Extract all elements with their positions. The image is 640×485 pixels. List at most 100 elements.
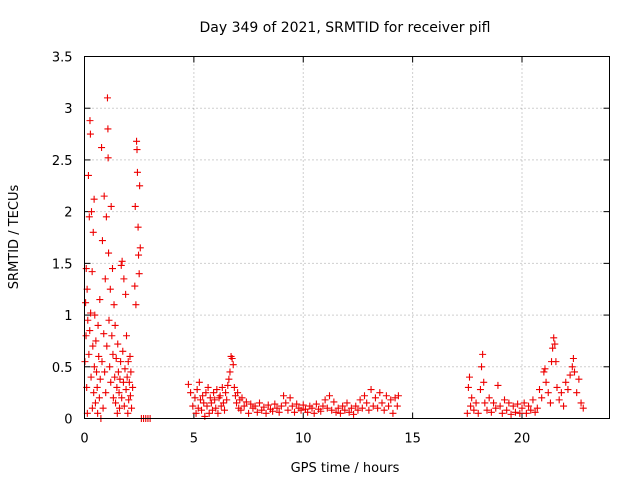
data-point	[378, 399, 386, 407]
data-point	[125, 378, 133, 386]
data-point	[211, 396, 219, 404]
data-point	[367, 386, 375, 394]
data-point	[218, 383, 226, 391]
data-point	[195, 378, 203, 386]
data-point	[189, 402, 197, 410]
y-tick-label: 3	[64, 102, 72, 117]
data-point	[187, 389, 195, 397]
data-point	[253, 408, 261, 416]
data-point	[121, 365, 129, 373]
data-point	[133, 137, 141, 145]
data-point	[94, 321, 102, 329]
data-point	[124, 358, 132, 366]
data-point	[216, 392, 224, 400]
data-point	[286, 394, 294, 402]
data-point	[229, 361, 237, 369]
data-point	[214, 409, 222, 417]
data-point	[293, 400, 301, 408]
data-point	[105, 316, 113, 324]
data-point	[226, 368, 234, 376]
data-point	[343, 399, 351, 407]
data-point	[200, 399, 208, 407]
data-point	[560, 402, 568, 410]
data-point	[106, 285, 114, 293]
data-point	[371, 394, 379, 402]
data-point	[476, 386, 484, 394]
data-point	[382, 392, 390, 400]
data-point	[385, 402, 393, 410]
data-point	[116, 404, 123, 412]
data-point	[103, 94, 111, 102]
data-point	[119, 347, 127, 355]
data-point	[245, 409, 253, 417]
data-point	[262, 409, 270, 417]
data-point	[202, 389, 210, 397]
data-point	[116, 375, 124, 383]
data-point	[92, 337, 100, 345]
data-point	[516, 409, 524, 417]
data-point	[199, 392, 207, 400]
data-point	[527, 406, 535, 414]
data-point	[124, 409, 132, 417]
data-point	[196, 396, 204, 404]
data-point	[237, 406, 245, 414]
data-point	[531, 408, 539, 416]
data-point	[100, 330, 108, 338]
data-point	[242, 398, 250, 406]
ticks-layer: 0 5 10 15 20 0 0.5 1 1.5 2 2.5 3 3.5	[52, 51, 610, 447]
data-point	[110, 301, 118, 309]
data-point	[212, 404, 220, 412]
data-point	[88, 208, 95, 216]
data-point	[321, 396, 329, 404]
data-point	[103, 342, 111, 350]
data-point	[104, 154, 112, 162]
data-point	[105, 249, 113, 257]
data-point	[361, 392, 368, 400]
data-point	[127, 368, 135, 376]
data-point	[553, 383, 561, 391]
data-point	[207, 399, 215, 407]
data-point	[376, 389, 384, 397]
data-point	[297, 406, 305, 414]
data-point	[339, 402, 347, 410]
data-point	[251, 402, 259, 410]
data-point	[389, 409, 397, 417]
data-point	[350, 410, 358, 418]
data-point	[117, 358, 125, 366]
data-point	[95, 352, 103, 360]
data-point	[117, 261, 125, 269]
data-point	[550, 334, 558, 342]
data-point	[134, 223, 142, 231]
data-point	[135, 270, 143, 278]
data-point	[503, 406, 511, 414]
data-point	[123, 332, 130, 340]
data-point	[498, 409, 506, 417]
data-point	[525, 402, 533, 410]
data-point	[579, 404, 587, 412]
data-point	[96, 375, 104, 383]
data-point	[98, 358, 106, 366]
data-point	[319, 402, 327, 410]
data-point	[280, 392, 288, 400]
data-point	[312, 400, 320, 408]
data-point	[228, 355, 236, 363]
data-point	[113, 383, 121, 391]
data-point	[126, 392, 134, 400]
data-point	[204, 383, 212, 391]
data-point	[394, 392, 402, 400]
data-point	[345, 408, 353, 416]
data-point	[479, 350, 487, 358]
data-point	[221, 406, 228, 414]
data-point	[282, 399, 290, 407]
data-point	[219, 399, 227, 407]
data-point	[487, 408, 495, 416]
data-point	[111, 373, 119, 381]
data-point	[84, 171, 92, 179]
data-point	[529, 396, 537, 404]
data-point	[122, 386, 130, 394]
data-point	[120, 402, 128, 410]
data-point	[260, 403, 268, 411]
data-point	[85, 213, 93, 221]
data-point	[480, 378, 488, 386]
chart-title: Day 349 of 2021, SRMTID for receiver pif…	[199, 20, 490, 36]
